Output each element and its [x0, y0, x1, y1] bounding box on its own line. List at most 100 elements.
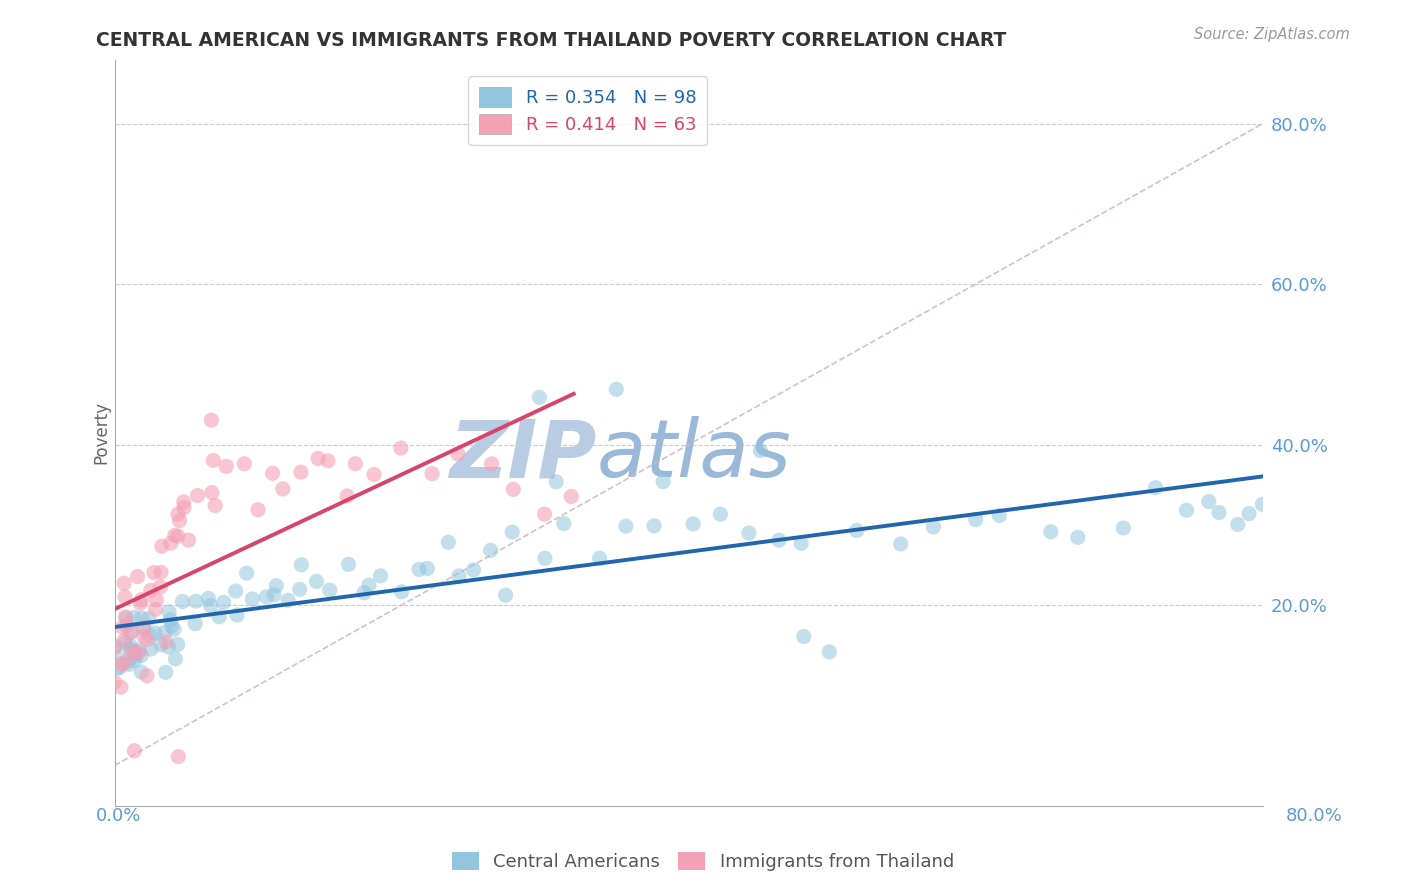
Point [107, 661, 129, 675]
Point [1237, 507, 1260, 521]
Point [159, 613, 181, 627]
Point [139, 628, 162, 642]
Point [682, 516, 704, 531]
Point [533, 507, 555, 521]
Point [202, 453, 225, 467]
Point [481, 457, 503, 471]
Point [124, 644, 146, 658]
Text: ZIP: ZIP [450, 416, 596, 494]
Point [370, 569, 392, 583]
Point [127, 569, 149, 583]
Point [132, 630, 155, 644]
Point [437, 535, 460, 549]
Point [1039, 524, 1062, 539]
Point [420, 467, 443, 481]
Text: 80.0%: 80.0% [1286, 807, 1343, 825]
Point [588, 551, 610, 566]
Point [110, 680, 132, 694]
Point [108, 660, 131, 674]
Point [132, 622, 155, 636]
Point [502, 483, 524, 497]
Point [172, 594, 194, 608]
Point [149, 638, 172, 652]
Point [111, 620, 134, 634]
Point [1226, 517, 1249, 532]
Point [793, 630, 815, 644]
Point [143, 566, 166, 580]
Point [363, 467, 385, 482]
Point [316, 454, 339, 468]
Point [157, 640, 180, 654]
Point [890, 537, 912, 551]
Point [288, 582, 311, 597]
Point [768, 533, 790, 548]
Point [167, 529, 190, 543]
Legend: R = 0.354   N = 98, R = 0.414   N = 63: R = 0.354 N = 98, R = 0.414 N = 63 [468, 76, 707, 145]
Point [605, 382, 627, 396]
Point [115, 611, 138, 625]
Point [447, 447, 470, 461]
Point [115, 655, 138, 669]
Point [150, 539, 173, 553]
Point [643, 518, 665, 533]
Point [129, 596, 152, 610]
Point [167, 749, 190, 764]
Point [166, 638, 188, 652]
Point [534, 551, 557, 566]
Point [208, 609, 231, 624]
Point [242, 592, 264, 607]
Point [173, 495, 195, 509]
Point [560, 490, 582, 504]
Point [135, 669, 157, 683]
Point [104, 639, 127, 653]
Point [529, 390, 551, 404]
Text: CENTRAL AMERICAN VS IMMIGRANTS FROM THAILAND POVERTY CORRELATION CHART: CENTRAL AMERICAN VS IMMIGRANTS FROM THAI… [96, 31, 1005, 50]
Point [1175, 503, 1198, 517]
Point [553, 516, 575, 531]
Point [124, 648, 146, 663]
Point [1208, 506, 1230, 520]
Point [114, 590, 136, 604]
Point [391, 584, 413, 599]
Point [344, 457, 367, 471]
Point [266, 579, 288, 593]
Point [337, 558, 360, 572]
Point [652, 475, 675, 489]
Point [235, 566, 257, 581]
Point [922, 520, 945, 534]
Point [112, 633, 135, 648]
Point [1067, 530, 1090, 544]
Point [818, 645, 841, 659]
Point [463, 563, 485, 577]
Point [389, 441, 412, 455]
Point [114, 636, 136, 650]
Point [319, 583, 342, 598]
Point [143, 626, 166, 640]
Point [495, 588, 517, 602]
Point [709, 507, 731, 521]
Point [149, 566, 172, 580]
Point [122, 610, 145, 624]
Point [225, 584, 247, 599]
Text: atlas: atlas [596, 416, 792, 494]
Point [233, 457, 256, 471]
Point [149, 580, 172, 594]
Point [160, 536, 183, 550]
Point [120, 625, 142, 640]
Point [103, 675, 125, 690]
Point [124, 653, 146, 667]
Point [111, 657, 134, 671]
Point [128, 645, 150, 659]
Point [157, 605, 180, 619]
Point [201, 485, 224, 500]
Point [131, 648, 153, 663]
Point [965, 513, 987, 527]
Point [155, 665, 177, 680]
Point [120, 639, 142, 653]
Point [226, 607, 249, 622]
Point [139, 642, 162, 657]
Point [167, 507, 190, 521]
Point [120, 648, 142, 662]
Point [132, 620, 155, 634]
Point [163, 623, 186, 637]
